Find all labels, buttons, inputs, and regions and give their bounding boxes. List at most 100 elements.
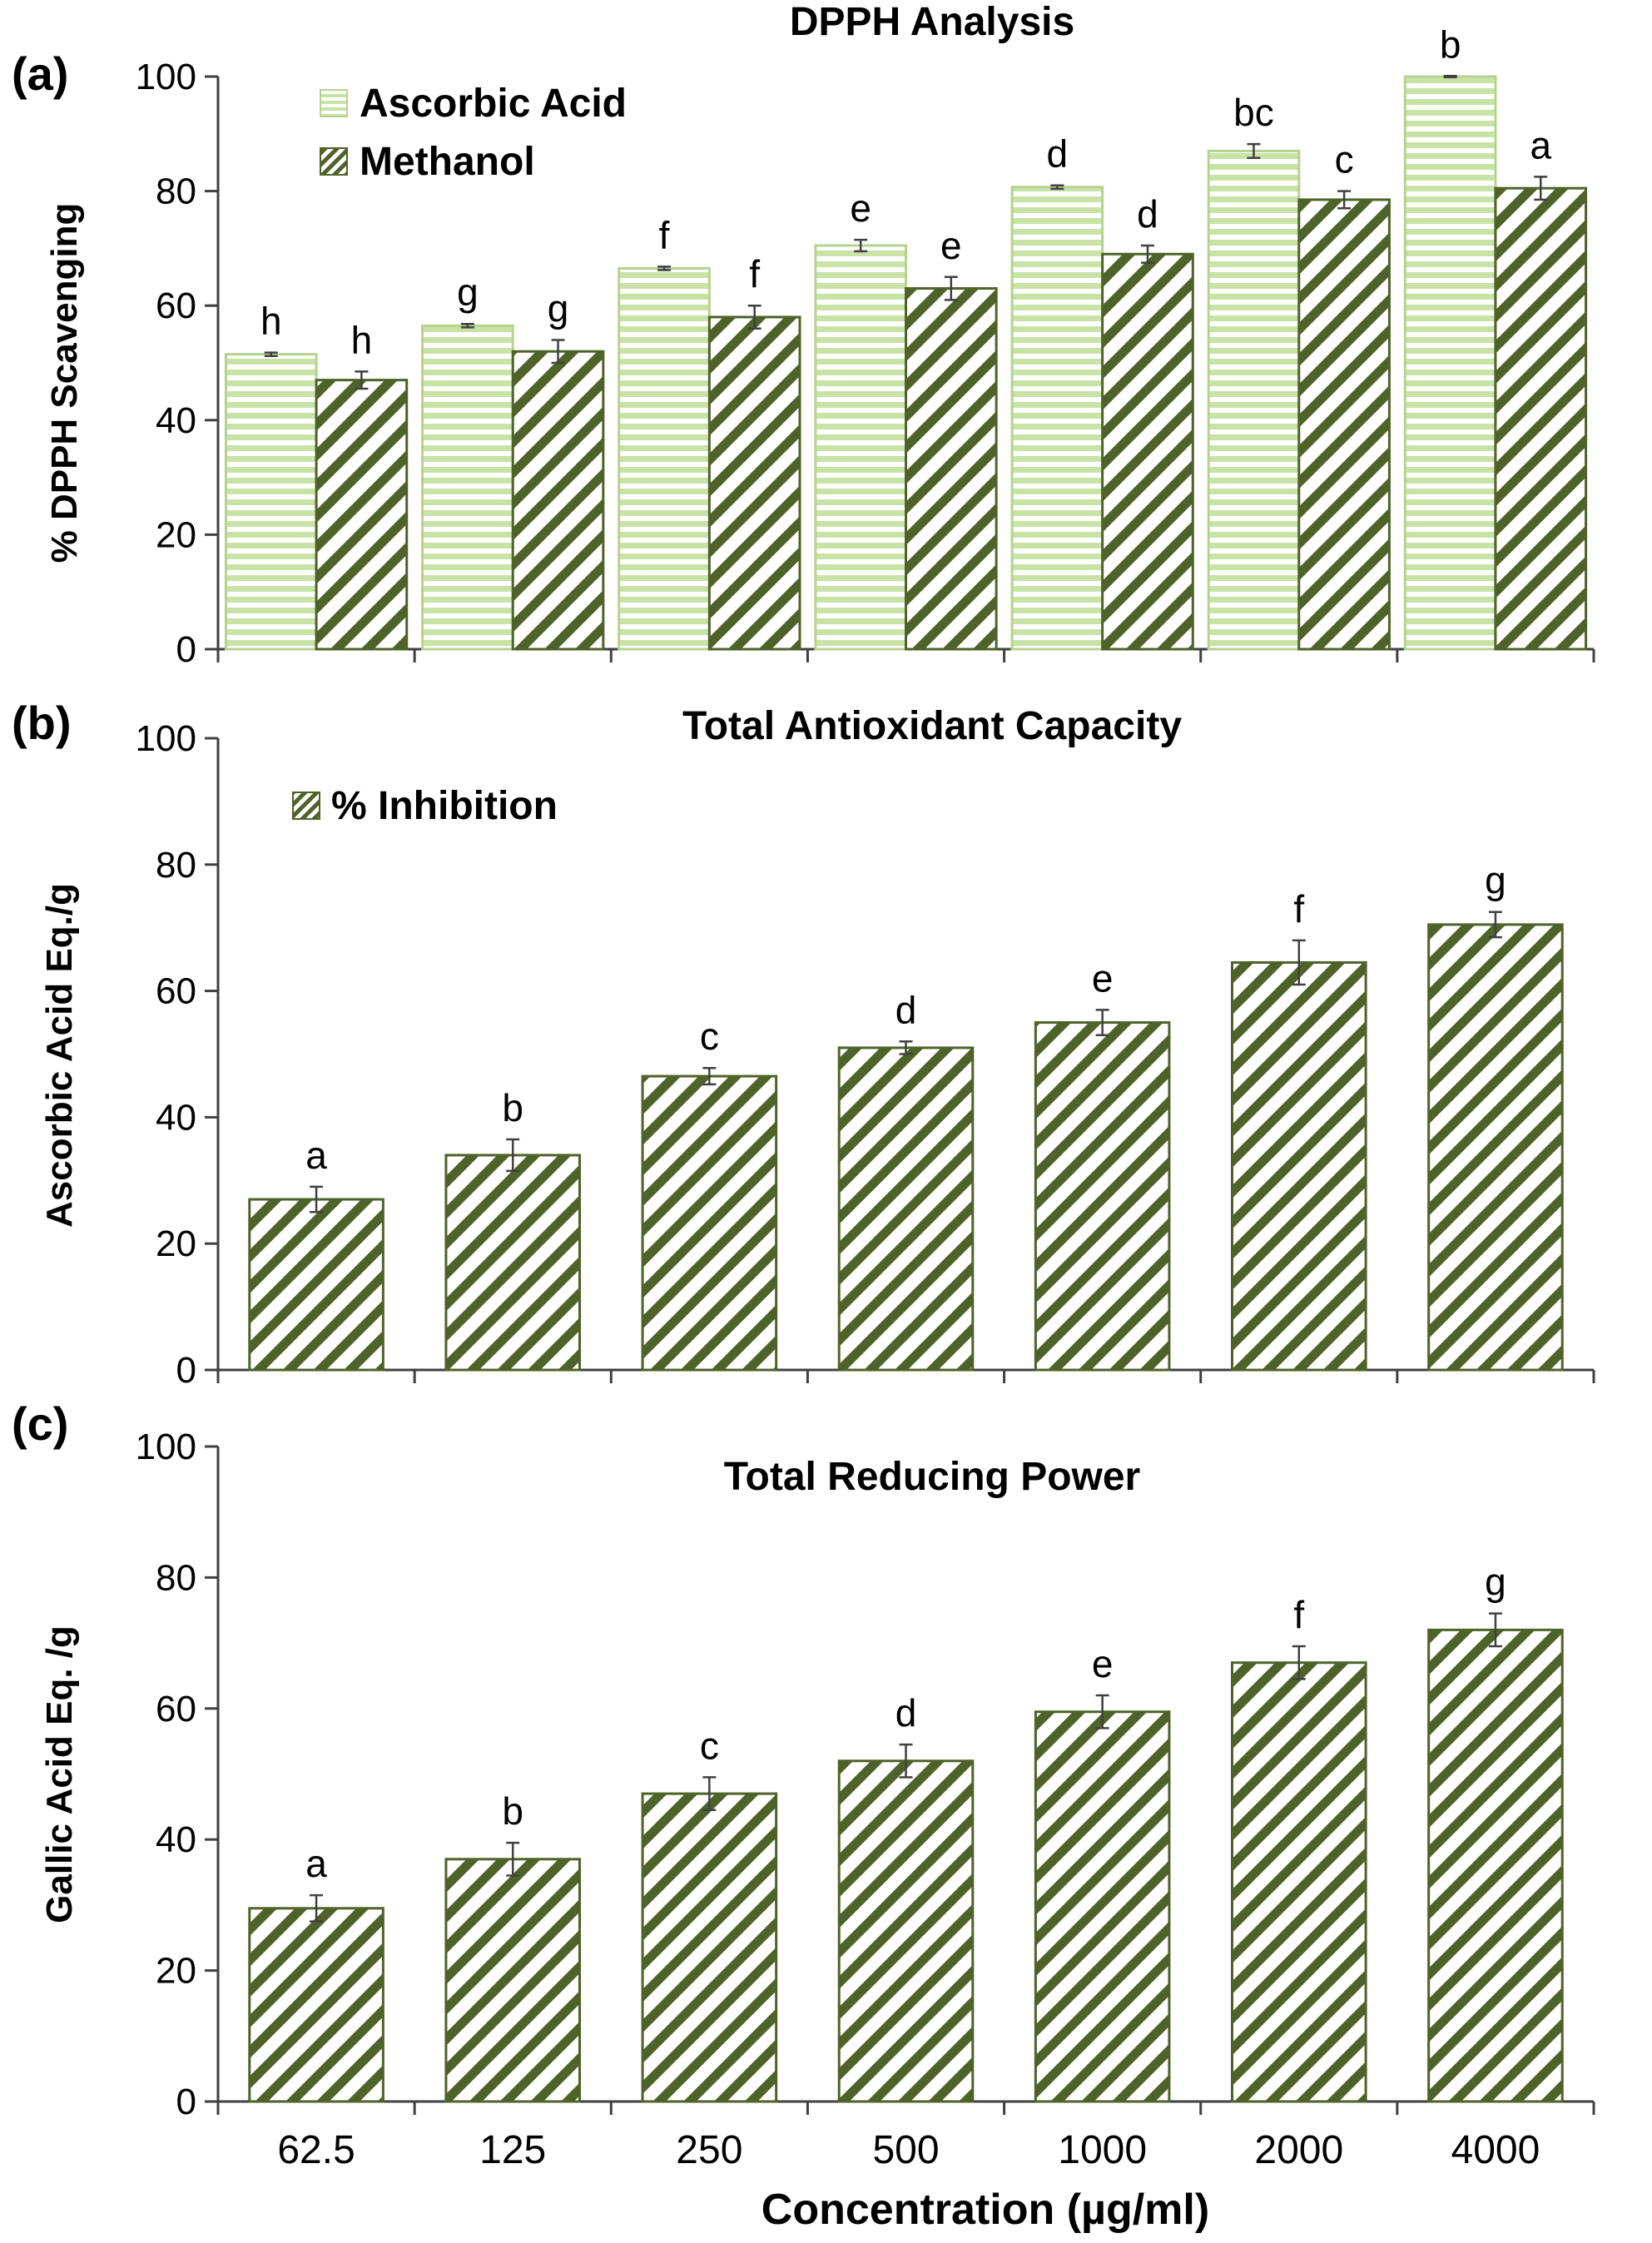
significance-label: b: [502, 1789, 523, 1833]
y-tick-label: 60: [156, 971, 196, 1012]
significance-label: d: [1137, 192, 1158, 236]
significance-label: g: [1485, 859, 1506, 902]
significance-label: e: [1092, 1642, 1114, 1685]
y-tick-label: 0: [176, 629, 196, 670]
bar: [1299, 200, 1390, 649]
y-tick-label: 60: [156, 1689, 196, 1729]
legend-swatch-methanol: [320, 148, 347, 175]
panel-b-legend: % Inhibition: [293, 784, 558, 828]
significance-label: h: [260, 300, 282, 343]
significance-label: d: [895, 988, 917, 1031]
panel-a-legend: Ascorbic Acid Methanol: [320, 82, 627, 184]
y-tick-label: 20: [156, 514, 196, 555]
significance-label: f: [749, 252, 760, 295]
y-tick-label: 20: [156, 1223, 196, 1264]
panel-c-ylabel: Gallic Acid Eq. /g: [39, 1625, 80, 1923]
bar: [1208, 151, 1299, 649]
y-tick-label: 60: [156, 285, 196, 326]
bar: [619, 268, 710, 649]
y-tick-label: 80: [156, 1557, 196, 1598]
bar: [513, 351, 603, 649]
significance-label: a: [1530, 123, 1551, 166]
significance-label: c: [700, 1724, 719, 1767]
bar: [642, 1076, 776, 1370]
y-tick-label: 0: [176, 1350, 196, 1391]
significance-label: f: [659, 213, 670, 256]
bar: [1429, 925, 1563, 1370]
y-tick-label: 40: [156, 400, 196, 441]
x-axis-label: Concentration (µg/ml): [762, 2186, 1209, 2234]
bar: [839, 1048, 973, 1370]
bar: [906, 289, 997, 649]
bar: [1103, 254, 1193, 649]
y-tick-label: 80: [156, 845, 196, 886]
bar: [226, 355, 316, 649]
significance-label: d: [1047, 132, 1069, 176]
bar: [1232, 962, 1366, 1370]
x-tick-label: 62.5: [277, 2128, 355, 2172]
y-tick-label: 100: [136, 57, 196, 97]
y-tick-label: 100: [136, 1427, 196, 1467]
legend-label-ascorbic-acid: Ascorbic Acid: [360, 82, 627, 126]
bar: [250, 1908, 384, 2102]
panel-c-plot: 0 20 40 60 80 100 62.5 125 250 500 1000 2000 4000 a b c…: [136, 1427, 1594, 2172]
y-tick-label: 80: [156, 171, 196, 212]
panel-a-letter: (a): [12, 47, 68, 100]
bar: [446, 1859, 580, 2102]
significance-label: b: [1440, 22, 1461, 66]
bar: [1232, 1663, 1366, 2102]
significance-label: g: [457, 270, 479, 314]
significance-label: g: [1485, 1561, 1506, 1604]
significance-label: e: [850, 186, 871, 230]
y-tick-label: 40: [156, 1097, 196, 1138]
bar: [446, 1155, 580, 1370]
bar: [250, 1199, 384, 1370]
x-tick-label: 500: [872, 2128, 939, 2172]
panel-c-letter: (c): [12, 1397, 68, 1450]
figure: DPPH Analysis (a) % DPPH Scavenging Tota…: [0, 0, 1652, 2239]
significance-label: e: [1092, 956, 1114, 1000]
bar: [642, 1794, 776, 2102]
panel-b-title: Total Antioxidant Capacity: [682, 704, 1182, 748]
bar: [1012, 187, 1103, 649]
panel-c-title: Total Reducing Power: [724, 1455, 1140, 1499]
legend-label-inhibition: % Inhibition: [331, 784, 558, 828]
bar: [1429, 1630, 1563, 2102]
x-tick-label: 125: [479, 2128, 546, 2172]
x-tick-label: 1000: [1058, 2128, 1147, 2172]
x-tick-label: 4000: [1451, 2128, 1540, 2172]
bar: [1496, 188, 1586, 649]
x-tick-label: 2000: [1254, 2128, 1343, 2172]
legend-swatch-ascorbic-acid: [320, 90, 347, 117]
panel-a-plot: 0 20 40 60 80 100 h g f e d bc b h g f e d c a: [136, 22, 1594, 670]
panel-b-ylabel: Ascorbic Acid Eq./g: [39, 883, 80, 1228]
significance-label: c: [700, 1015, 719, 1058]
bar: [1035, 1023, 1169, 1370]
significance-label: b: [502, 1086, 523, 1129]
bar: [316, 380, 407, 649]
panel-a-ylabel: % DPPH Scavenging: [44, 203, 85, 563]
significance-label: a: [305, 1842, 327, 1885]
legend-swatch-inhibition: [293, 792, 320, 819]
bar: [839, 1761, 973, 2102]
y-tick-label: 40: [156, 1819, 196, 1860]
significance-label: d: [895, 1691, 917, 1734]
significance-label: c: [1335, 138, 1354, 181]
bar: [423, 325, 513, 649]
significance-label: h: [351, 318, 373, 361]
bar: [709, 317, 800, 649]
y-tick-label: 0: [176, 2082, 196, 2122]
y-tick-label: 20: [156, 1951, 196, 1992]
significance-label: bc: [1233, 91, 1274, 134]
significance-label: a: [305, 1134, 327, 1177]
significance-label: f: [1293, 1593, 1304, 1636]
panel-a-title: DPPH Analysis: [790, 0, 1074, 44]
significance-label: g: [548, 286, 569, 330]
bar: [1405, 77, 1496, 649]
significance-label: f: [1293, 887, 1304, 930]
significance-label: e: [940, 224, 962, 267]
y-tick-label: 100: [136, 718, 196, 759]
x-tick-label: 250: [676, 2128, 742, 2172]
bar: [1035, 1712, 1169, 2102]
